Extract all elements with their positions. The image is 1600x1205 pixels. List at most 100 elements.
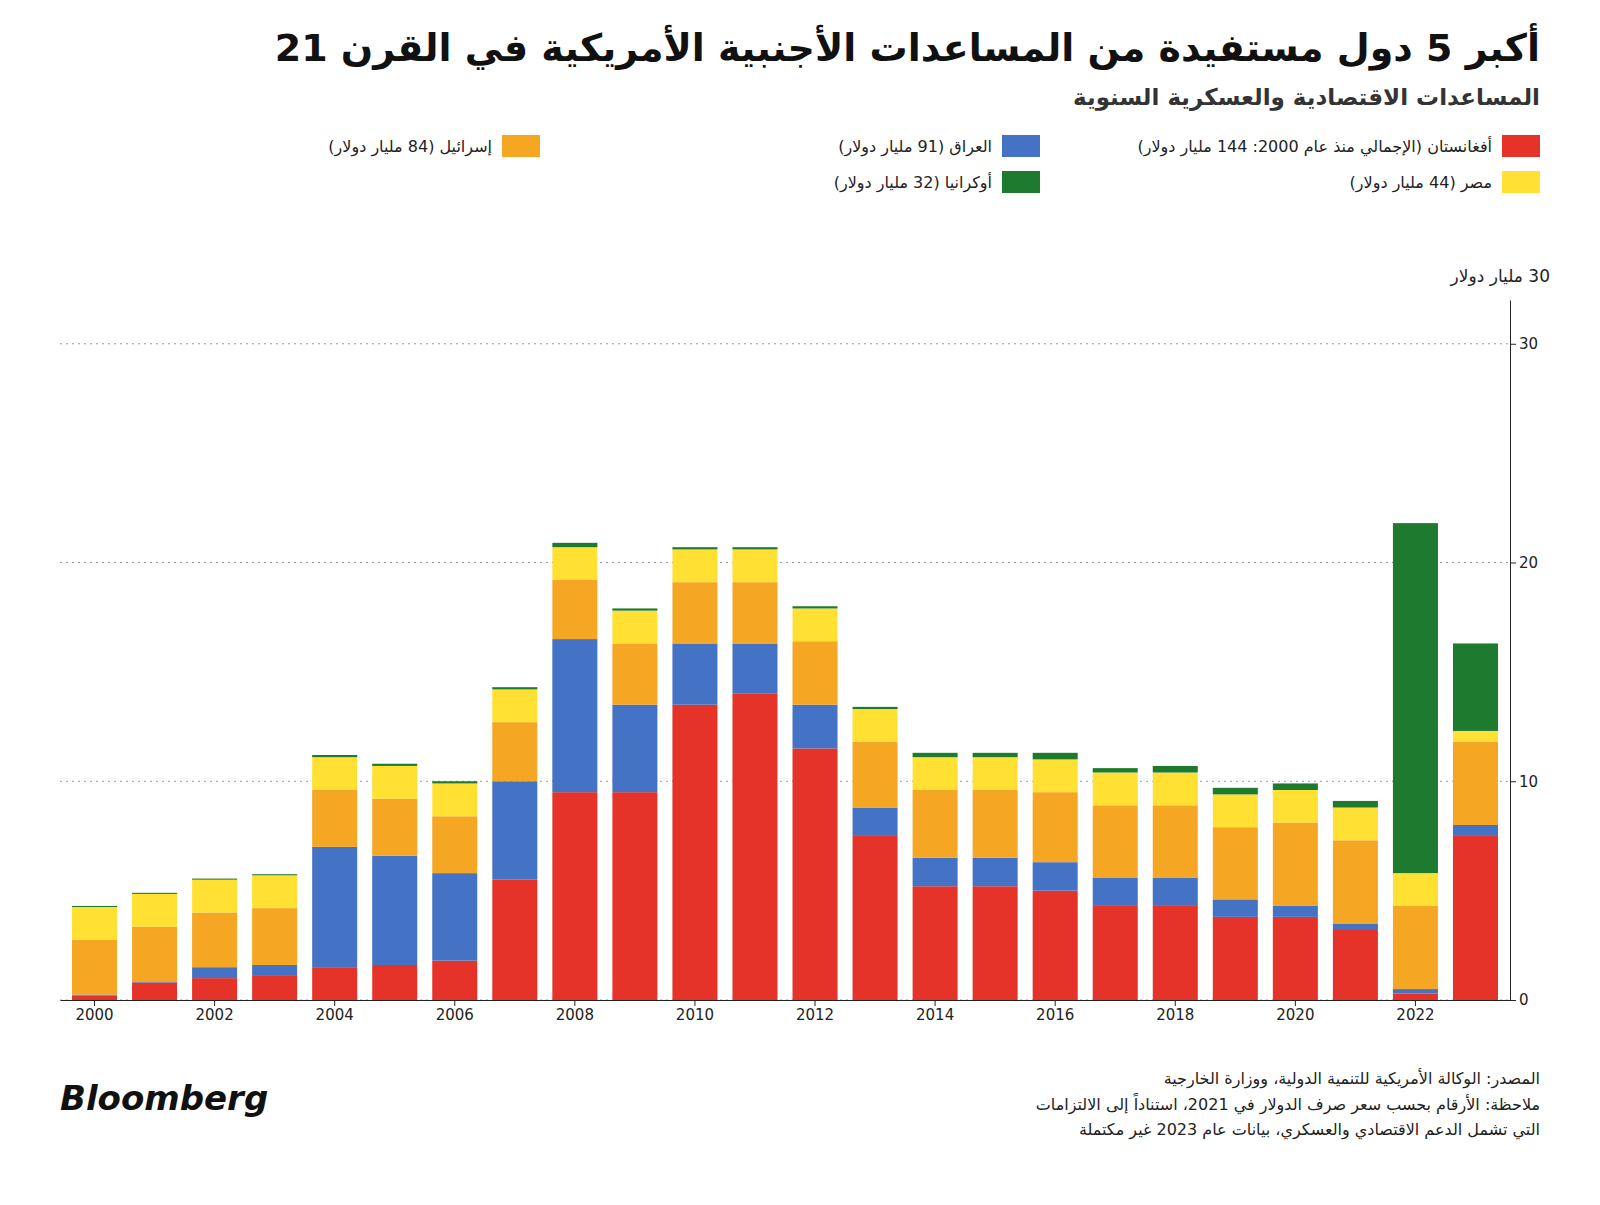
bar <box>973 790 1018 858</box>
bar <box>1393 989 1438 993</box>
bar <box>1213 917 1258 1000</box>
bar <box>72 940 117 995</box>
bar <box>732 643 777 693</box>
y-tick: 0 <box>1510 991 1529 1009</box>
bar <box>492 880 537 1000</box>
bar <box>72 907 117 940</box>
y-axis-line <box>1510 301 1511 1001</box>
y-tick-label: 20 <box>1519 554 1538 572</box>
series <box>72 639 1498 996</box>
legend-label: العراق (91 مليار دولار) <box>838 137 992 156</box>
x-tick: 2000 <box>75 1000 113 1024</box>
legend-swatch <box>1002 135 1040 157</box>
bar <box>492 687 537 689</box>
legend-label: إسرائيل (84 مليار دولار) <box>328 137 492 156</box>
x-tick: 2014 <box>916 1000 954 1024</box>
subtitle: المساعدات الاقتصادية والعسكرية السنوية <box>60 83 1540 113</box>
bar <box>192 880 237 913</box>
x-tick-label: 2018 <box>1156 1006 1194 1024</box>
bar <box>973 858 1018 886</box>
bar <box>1093 906 1138 1000</box>
y-axis: 0 10 20 30 <box>1510 301 1538 1010</box>
x-tick: 2020 <box>1276 1000 1314 1024</box>
bar <box>1213 788 1258 795</box>
bar <box>192 879 237 880</box>
bar <box>913 886 958 1000</box>
x-tick-label: 2006 <box>436 1006 474 1024</box>
x-tick-label: 2002 <box>196 1006 234 1024</box>
bar <box>612 792 657 1000</box>
bar <box>1213 827 1258 899</box>
bar <box>672 582 717 643</box>
bar <box>492 689 537 722</box>
bar <box>1333 840 1378 923</box>
page: أكبر 5 دول مستفيدة من المساعدات الأجنبية… <box>0 0 1600 1205</box>
brand: Bloomberg <box>60 1078 268 1118</box>
bars <box>72 523 1498 1000</box>
x-tick: 2012 <box>796 1000 834 1024</box>
legend-item: أوكرانيا (32 مليار دولار) <box>834 171 1040 193</box>
bar <box>672 705 717 1000</box>
grid-line <box>60 562 1510 563</box>
source-line: ملاحظة: الأرقام بحسب سعر صرف الدولار في … <box>490 1092 1540 1118</box>
y-tick-label: 30 <box>1519 335 1538 353</box>
y-tick: 30 <box>1510 335 1538 353</box>
bar <box>312 790 357 847</box>
y-tick-label: 0 <box>1519 991 1529 1009</box>
legend-label: أفغانستان (الإجمالي منذ عام 2000: 144 مل… <box>1137 137 1492 156</box>
bar <box>132 983 177 1001</box>
plot: 2000200220042006200820102012201420162018… <box>60 301 1538 1024</box>
bar <box>252 976 297 1000</box>
legend: أفغانستان (الإجمالي منذ عام 2000: 144 مل… <box>60 135 1540 193</box>
bar <box>72 906 117 907</box>
bar <box>1393 906 1438 989</box>
bar <box>1453 731 1498 742</box>
source-notes: المصدر: الوكالة الأمريكية للتنمية الدولي… <box>490 1066 1540 1143</box>
y-axis-label: 30 مليار دولار <box>1451 266 1550 286</box>
bar <box>973 753 1018 757</box>
bar <box>672 547 717 549</box>
grid-line <box>60 343 1510 344</box>
x-tick-label: 2014 <box>916 1006 954 1024</box>
bar <box>372 856 417 965</box>
bar <box>252 908 297 965</box>
bar <box>1033 759 1078 792</box>
bar <box>552 547 597 580</box>
bar <box>1333 801 1378 808</box>
bar <box>853 707 898 709</box>
bar <box>1213 899 1258 917</box>
legend-item: إسرائيل (84 مليار دولار) <box>328 135 540 157</box>
bar <box>1453 836 1498 1000</box>
bar <box>1153 773 1198 806</box>
y-tick: 10 <box>1510 773 1538 791</box>
bar <box>432 816 477 873</box>
x-tick-label: 2004 <box>316 1006 354 1024</box>
bar <box>492 722 537 781</box>
bar <box>672 643 717 704</box>
bar <box>1033 891 1078 1000</box>
bar <box>1033 792 1078 862</box>
y-tick-mark <box>1510 781 1516 782</box>
bar <box>1333 923 1378 930</box>
bar <box>732 694 777 1000</box>
bar <box>372 965 417 1000</box>
bar <box>1213 794 1258 827</box>
title: أكبر 5 دول مستفيدة من المساعدات الأجنبية… <box>60 24 1540 73</box>
x-axis-line <box>61 1000 1511 1001</box>
bar <box>1093 805 1138 877</box>
header: أكبر 5 دول مستفيدة من المساعدات الأجنبية… <box>60 24 1540 193</box>
bar <box>1393 523 1438 873</box>
x-tick: 2018 <box>1156 1000 1194 1024</box>
bar <box>312 755 357 757</box>
bar <box>372 766 417 799</box>
grid <box>60 344 1510 1000</box>
bar <box>552 580 597 639</box>
bar <box>192 967 237 978</box>
bar <box>1453 643 1498 731</box>
y-tick-mark <box>1510 1000 1516 1001</box>
x-tick-label: 2010 <box>676 1006 714 1024</box>
bar <box>1093 768 1138 772</box>
bar <box>853 808 898 836</box>
bar <box>372 799 417 856</box>
bar <box>672 549 717 582</box>
